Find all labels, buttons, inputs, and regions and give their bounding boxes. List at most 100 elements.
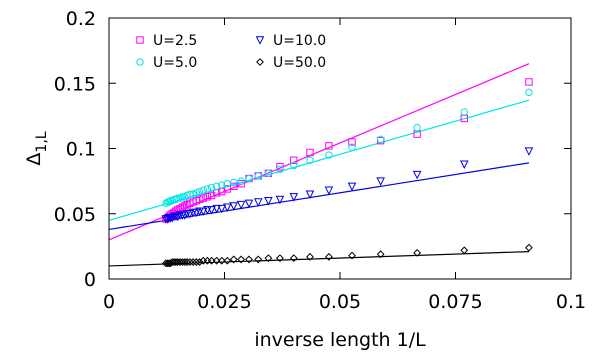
data-point	[237, 177, 245, 185]
legend-label: U=50.0	[273, 55, 326, 71]
data-point	[183, 200, 191, 209]
legend-marker	[256, 58, 264, 66]
data-point	[237, 255, 246, 264]
y-tick-label: 0	[84, 269, 96, 291]
data-point	[207, 206, 216, 215]
data-point	[276, 165, 284, 174]
data-point	[376, 135, 385, 144]
data-point	[164, 213, 174, 223]
data-point	[163, 259, 172, 268]
data-point	[460, 246, 469, 255]
data-point	[348, 251, 356, 260]
data-point	[223, 185, 231, 193]
data-point	[237, 180, 245, 188]
data-point	[195, 187, 204, 196]
x-tick-label: 0.025	[197, 291, 251, 313]
data-point	[163, 198, 172, 206]
data-point	[218, 181, 226, 189]
data-point	[264, 197, 273, 206]
legend-label: U=10.0	[273, 33, 326, 49]
legend: U=2.5 U=5.0 U=10.0 U=50.0	[136, 33, 326, 71]
legend-label: U=2.5	[153, 33, 197, 49]
data-point	[195, 207, 204, 216]
data-point	[170, 258, 179, 266]
x-tick-labels: 0 0.025 0.05 0.075 0.1	[103, 291, 586, 313]
y-tick-label: 0.05	[54, 204, 96, 226]
data-point	[212, 256, 221, 265]
data-point	[165, 259, 173, 268]
data-point	[325, 151, 333, 159]
data-point	[162, 199, 170, 208]
data-point	[188, 208, 198, 218]
legend-label: U=5.0	[153, 55, 197, 71]
data-point	[203, 193, 212, 201]
data-point	[264, 169, 273, 177]
data-point	[524, 147, 534, 156]
data-point	[185, 258, 194, 266]
data-point	[376, 177, 385, 186]
data-point	[290, 161, 298, 170]
data-point	[244, 199, 254, 209]
data-point	[254, 172, 262, 180]
data-point	[325, 142, 333, 150]
data-point	[253, 198, 263, 207]
y-axis-title-main: Δ	[23, 153, 45, 166]
data-point	[236, 200, 246, 210]
data-point	[195, 258, 204, 266]
data-point	[223, 180, 231, 188]
data-point	[305, 190, 315, 199]
data-point	[178, 203, 187, 211]
data-point	[199, 186, 207, 194]
data-point	[189, 258, 197, 266]
data-point	[460, 108, 468, 116]
y-tick-label: 0.1	[66, 139, 96, 161]
x-axis-title: inverse length 1/L	[254, 329, 426, 351]
y-tick-label: 0.15	[54, 73, 96, 95]
legend-marker	[136, 36, 144, 44]
legend-marker	[255, 36, 265, 45]
data-point	[459, 160, 469, 169]
data-point	[276, 163, 284, 171]
x-tick-label: 0.1	[556, 291, 586, 313]
data-point	[376, 250, 385, 259]
data-point	[229, 255, 238, 264]
data-point	[412, 170, 422, 180]
data-point	[254, 255, 263, 264]
data-point	[217, 256, 226, 265]
data-point	[217, 204, 227, 214]
x-tick-label: 0.05	[319, 291, 361, 313]
data-point	[181, 193, 189, 201]
data-point	[290, 156, 298, 164]
data-point	[289, 254, 298, 263]
data-point	[413, 123, 421, 132]
data-point	[413, 248, 422, 257]
data-point	[222, 203, 232, 213]
data-point	[348, 138, 356, 146]
data-point	[306, 252, 314, 261]
data-point	[207, 191, 216, 200]
data-point	[203, 185, 212, 193]
data-point	[276, 254, 284, 263]
y-axis-title-subscript: 1,L	[34, 131, 50, 152]
data-point	[223, 256, 232, 265]
data-point	[525, 88, 533, 97]
data-point	[245, 174, 253, 183]
data-point	[347, 182, 357, 192]
data-point	[348, 143, 356, 151]
data-point	[325, 252, 333, 261]
x-tick-label: 0.075	[428, 291, 482, 313]
data-point	[161, 215, 171, 224]
data-point	[207, 183, 216, 192]
data-point	[306, 156, 314, 164]
y-tick-labels: 0 0.05 0.1 0.15 0.2	[54, 8, 96, 291]
data-point	[229, 202, 239, 211]
x-tick-label: 0	[103, 291, 115, 313]
data-point	[245, 255, 253, 264]
data-point	[525, 243, 533, 252]
data-point	[161, 259, 170, 268]
data-point	[199, 256, 208, 265]
data-point	[324, 186, 334, 196]
y-tick-label: 0.2	[66, 8, 96, 30]
